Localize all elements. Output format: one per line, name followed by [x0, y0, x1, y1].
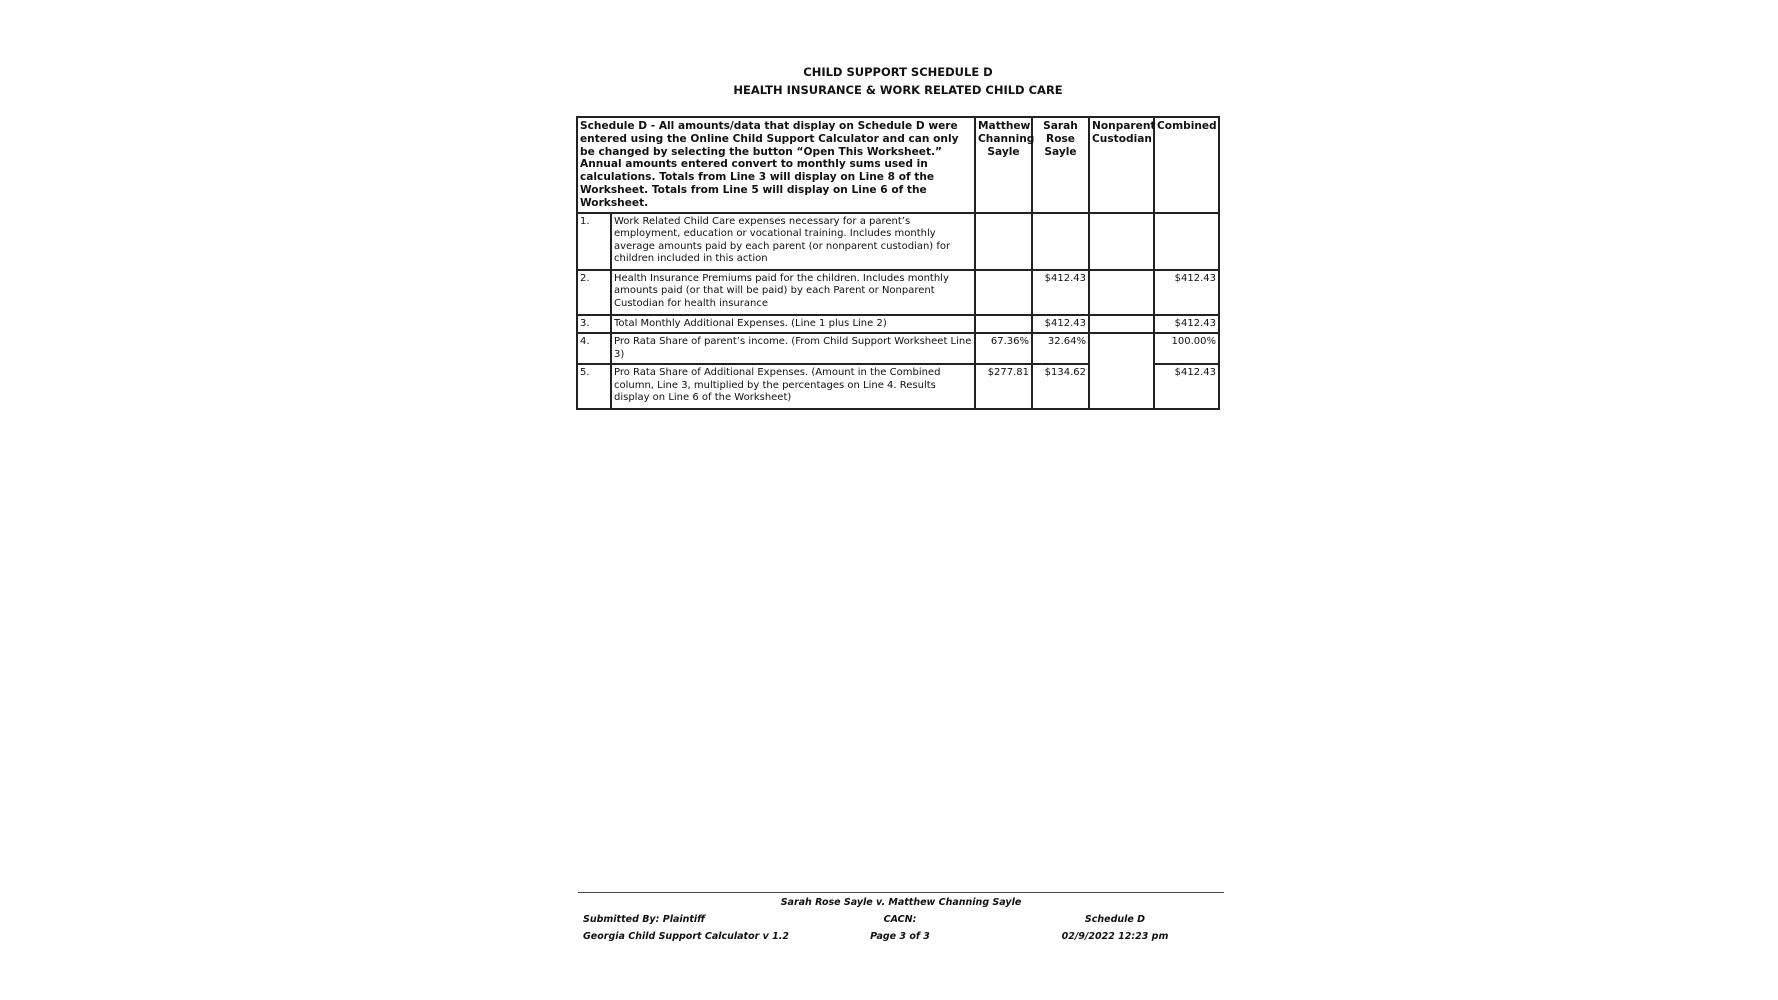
cell-matthew: 67.36%	[974, 332, 1034, 366]
cell-nonparent	[1088, 313, 1156, 335]
column-header-matthew: Matthew Channing Sayle	[974, 116, 1034, 214]
row-label: Health Insurance Premiums paid for the c…	[609, 268, 977, 316]
schedule-d-table: Schedule D - All amounts/data that displ…	[575, 116, 1221, 411]
cell-sarah: $412.43	[1031, 313, 1091, 335]
column-header-combined: Combined	[1153, 116, 1221, 214]
document-title: CHILD SUPPORT SCHEDULE D	[803, 65, 993, 79]
cell-nonparent	[1088, 332, 1156, 411]
cell-combined	[1153, 211, 1221, 271]
table-row: 1. Work Related Child Care expenses nece…	[576, 211, 1221, 271]
footer-datetime: 02/9/2022 12:23 pm	[1061, 931, 1169, 942]
footer-cacn: CACN:	[883, 914, 917, 925]
footer-schedule: Schedule D	[1084, 914, 1146, 925]
row-number: 4.	[576, 332, 612, 366]
footer-case-name: Sarah Rose Sayle v. Matthew Channing Say…	[780, 897, 1022, 908]
row-label: Total Monthly Additional Expenses. (Line…	[609, 313, 977, 335]
footer-divider	[578, 892, 1224, 893]
cell-combined: $412.43	[1153, 268, 1221, 316]
column-header-nonparent: Nonparent Custodian	[1088, 116, 1155, 214]
table-row: 3. Total Monthly Additional Expenses. (L…	[576, 313, 1221, 335]
cell-sarah: $134.62	[1031, 363, 1091, 411]
cell-matthew	[974, 268, 1034, 316]
header-description: Schedule D - All amounts/data that displ…	[575, 116, 977, 214]
row-number: 1.	[576, 211, 612, 271]
cell-sarah: 32.64%	[1031, 332, 1091, 366]
cell-nonparent	[1088, 211, 1156, 271]
row-number: 3.	[576, 313, 612, 335]
footer-page-number: Page 3 of 3	[870, 931, 930, 942]
column-header-sarah: Sarah Rose Sayle	[1031, 116, 1091, 214]
row-label: Work Related Child Care expenses necessa…	[609, 211, 977, 271]
cell-sarah: $412.43	[1031, 268, 1091, 316]
cell-sarah	[1031, 211, 1091, 271]
row-label: Pro Rata Share of parent’s income. (From…	[609, 332, 977, 366]
row-label: Pro Rata Share of Additional Expenses. (…	[609, 363, 977, 411]
cell-matthew	[974, 211, 1034, 271]
cell-matthew: $277.81	[974, 363, 1034, 411]
row-number: 2.	[576, 268, 612, 316]
document-subtitle: HEALTH INSURANCE & WORK RELATED CHILD CA…	[733, 83, 1063, 97]
table-header-row: Schedule D - All amounts/data that displ…	[575, 116, 1221, 214]
cell-matthew	[974, 313, 1034, 335]
footer-submitted-by: Submitted By: Plaintiff	[583, 914, 706, 925]
table-row: 4. Pro Rata Share of parent’s income. (F…	[576, 332, 1221, 411]
cell-combined: 100.00%	[1153, 332, 1221, 366]
table-row: 5. Pro Rata Share of Additional Expenses…	[576, 363, 1221, 411]
cell-combined: $412.43	[1153, 363, 1221, 411]
cell-combined: $412.43	[1153, 313, 1221, 335]
table-row: 2. Health Insurance Premiums paid for th…	[576, 268, 1221, 316]
row-number: 5.	[576, 363, 612, 411]
cell-nonparent	[1088, 268, 1156, 316]
footer-calculator-version: Georgia Child Support Calculator v 1.2	[583, 931, 789, 942]
